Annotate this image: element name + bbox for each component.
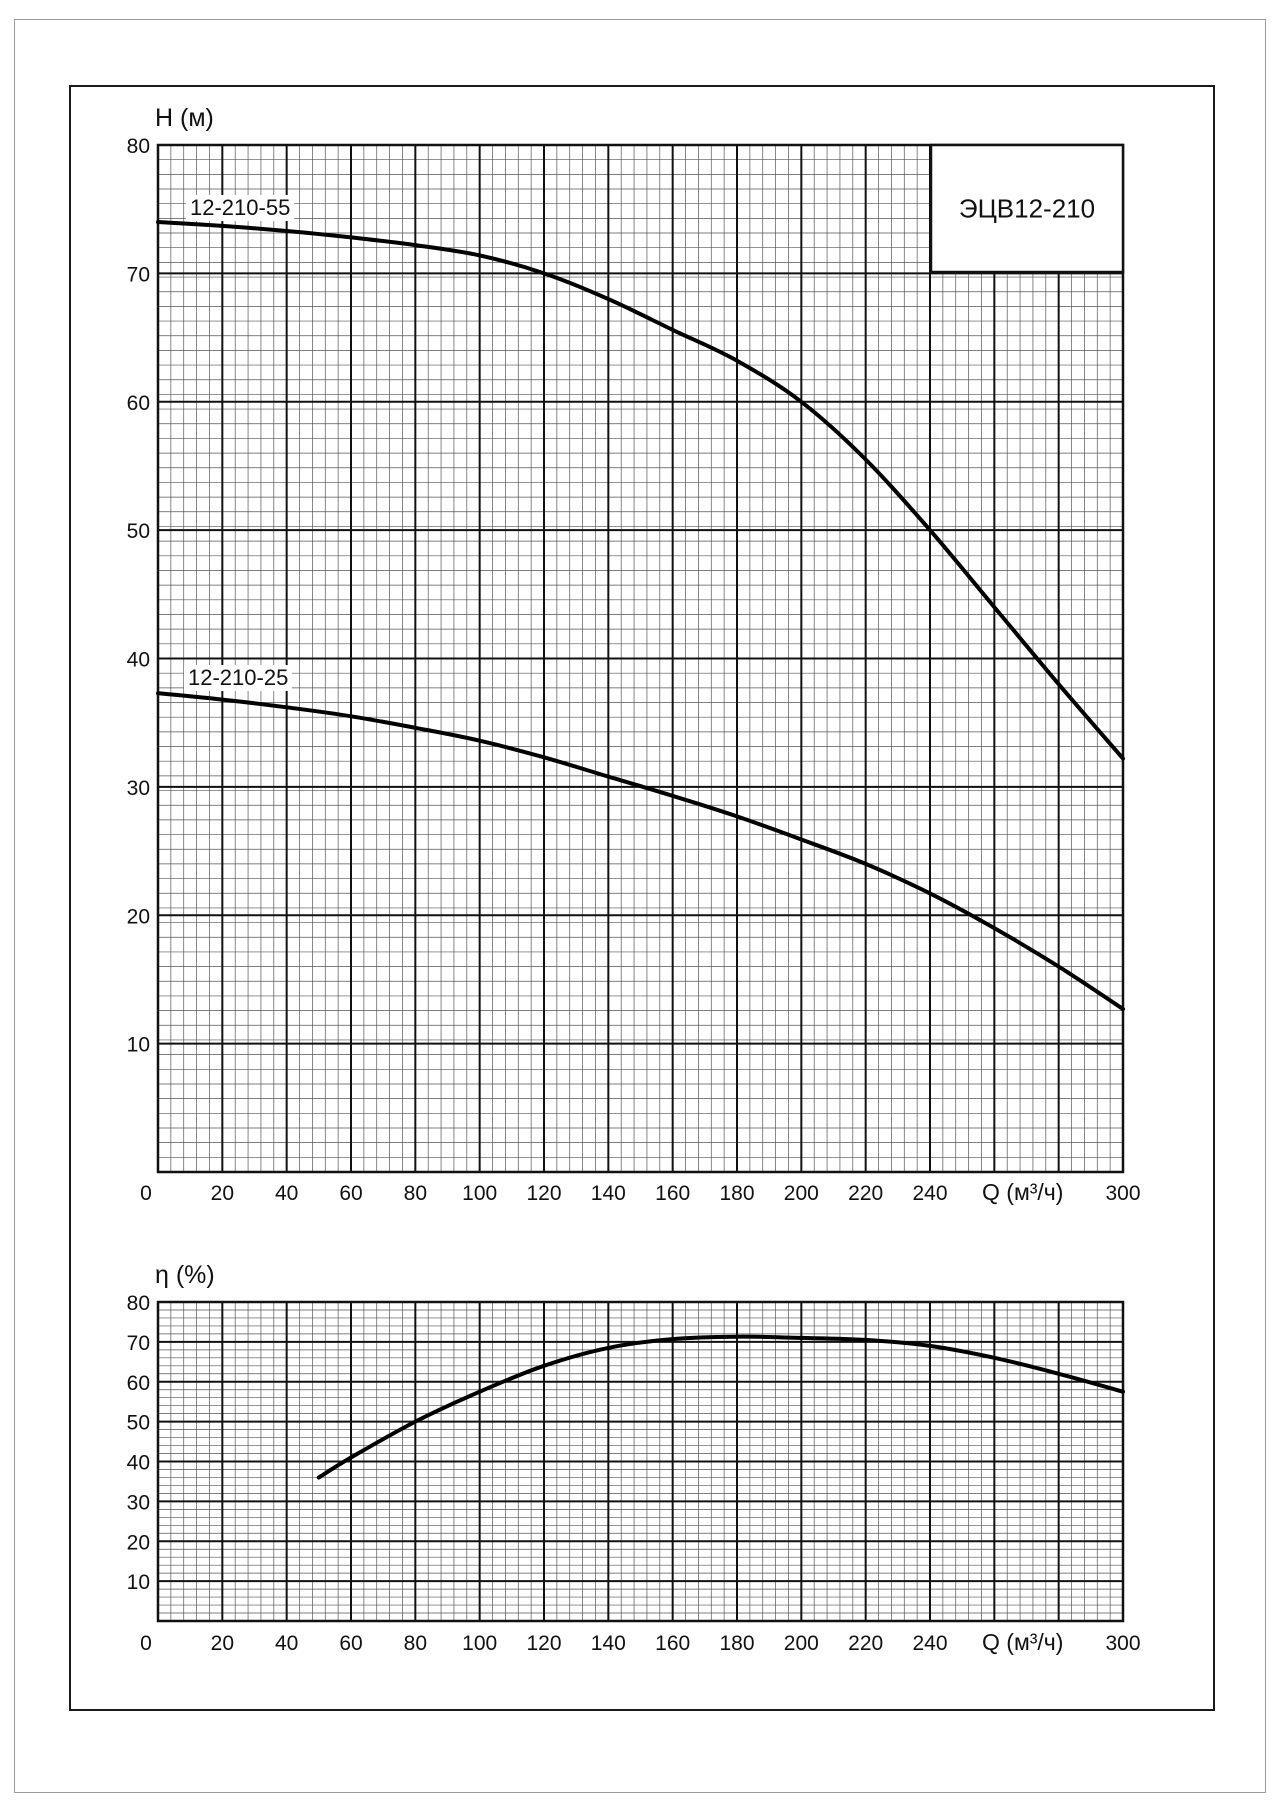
series-label-bg <box>186 195 294 221</box>
x-tick-label: 20 <box>211 1632 234 1655</box>
x-tick-label: 220 <box>848 1632 883 1655</box>
x-axis-label: Q (м³/ч) <box>982 1179 1063 1205</box>
efficiency-chart: 10 20 30 40 50 60 70 80 0 20 40 60 80 100 120 140 160 180… <box>127 1261 1141 1655</box>
title-box <box>929 143 1125 274</box>
x-tick-label: 100 <box>462 1632 497 1655</box>
x-tick-label: 0 <box>140 1632 152 1655</box>
x-tick-label: 300 <box>1105 1632 1140 1655</box>
x-axis-label: Q (м³/ч) <box>982 1629 1063 1655</box>
x-tick-label: 20 <box>211 1182 234 1205</box>
x-tick-label: 200 <box>784 1632 819 1655</box>
series-label: 12-210-25 <box>188 665 288 690</box>
x-tick-label: 40 <box>275 1632 298 1655</box>
series-label-bg <box>184 665 292 691</box>
x-tick-label: 140 <box>591 1632 626 1655</box>
y-tick-label: 10 <box>127 1034 150 1057</box>
drawing-frame <box>69 85 1215 1711</box>
head-chart: ЭЦВ12-210 12-210-55 12-210-25 10 20 30 40 50 60 7… <box>127 104 1141 1205</box>
series-line <box>156 691 1125 1011</box>
y-tick-label: 60 <box>127 392 150 415</box>
y-tick-label: 50 <box>127 1412 150 1435</box>
y-tick-label: 70 <box>127 263 150 286</box>
y-tick-label: 80 <box>127 135 150 158</box>
y-tick-label: 70 <box>127 1332 150 1355</box>
plot-border <box>156 1300 1125 1623</box>
y-axis-label: H (м) <box>155 104 214 132</box>
y-tick-label: 40 <box>127 1452 150 1475</box>
plot-border <box>156 143 1125 1174</box>
x-tick-label: 80 <box>404 1632 427 1655</box>
y-tick-label: 40 <box>127 649 150 672</box>
x-tick-label: 100 <box>462 1182 497 1205</box>
series-line <box>316 1334 1125 1480</box>
x-tick-label: 120 <box>526 1632 561 1655</box>
x-tick-label: 180 <box>719 1182 754 1205</box>
y-tick-label: 20 <box>127 1531 150 1554</box>
x-tick-label: 120 <box>526 1182 561 1205</box>
y-tick-label: 30 <box>127 1491 150 1514</box>
series-line <box>156 220 1125 761</box>
x-tick-label: 60 <box>339 1182 362 1205</box>
x-tick-label: 160 <box>655 1632 690 1655</box>
series-label: 12-210-55 <box>190 195 290 220</box>
x-tick-label: 40 <box>275 1182 298 1205</box>
x-tick-label: 0 <box>140 1182 152 1205</box>
x-tick-label: 240 <box>912 1182 947 1205</box>
y-tick-label: 50 <box>127 520 150 543</box>
y-tick-label: 20 <box>127 905 150 928</box>
y-tick-label: 30 <box>127 777 150 800</box>
x-tick-label: 240 <box>912 1632 947 1655</box>
y-tick-label: 10 <box>127 1571 150 1594</box>
x-tick-label: 160 <box>655 1182 690 1205</box>
x-tick-label: 180 <box>719 1632 754 1655</box>
x-tick-label: 60 <box>339 1632 362 1655</box>
y-tick-label: 80 <box>127 1292 150 1315</box>
x-tick-label: 300 <box>1105 1182 1140 1205</box>
chart-title: ЭЦВ12-210 <box>959 194 1095 224</box>
x-tick-label: 140 <box>591 1182 626 1205</box>
y-axis-label: η (%) <box>155 1261 215 1289</box>
page-border <box>14 19 1266 1793</box>
x-tick-label: 80 <box>404 1182 427 1205</box>
x-tick-label: 200 <box>784 1182 819 1205</box>
y-tick-label: 60 <box>127 1372 150 1395</box>
x-tick-label: 220 <box>848 1182 883 1205</box>
